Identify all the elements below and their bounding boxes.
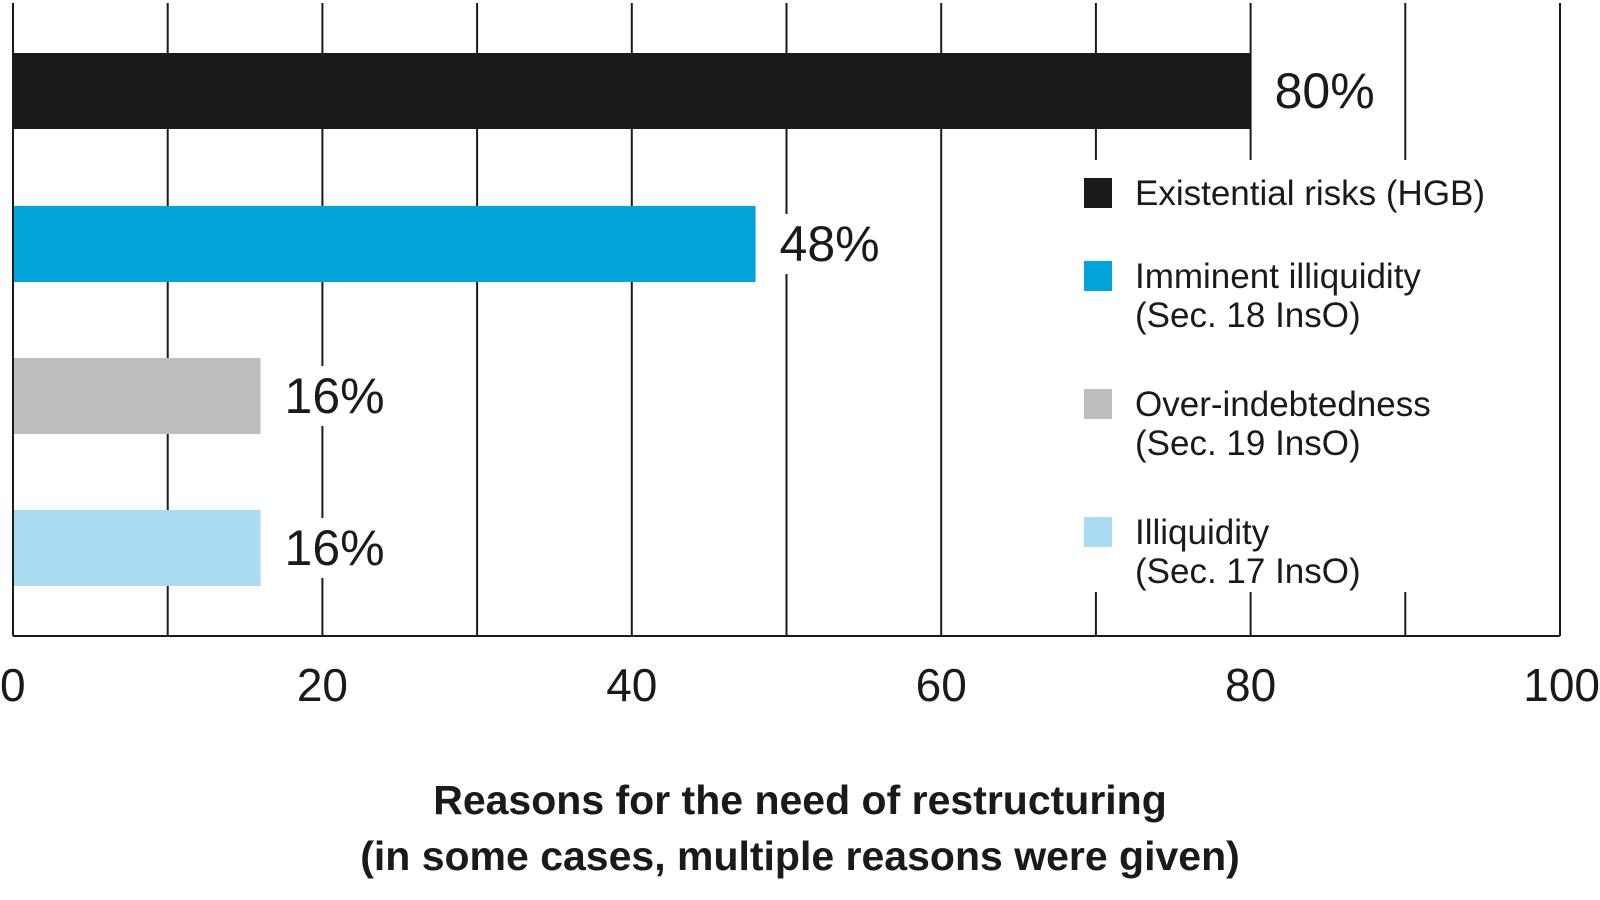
value-label-background [276,518,393,578]
legend-label: (Sec. 17 InsO) [1135,552,1361,591]
x-axis: 0 20 40 60 80 100 [0,3,1600,711]
bars [13,53,1251,586]
legend: Existential risks (HGB) Imminent illiquid… [1066,160,1550,592]
x-tick-label: 100 [1523,659,1600,711]
chart-title-line: (in some cases, multiple reasons were gi… [360,833,1240,879]
bar [13,53,1251,129]
legend-swatch [1084,261,1112,291]
legend-background [1066,160,1550,592]
legend-label: (Sec. 19 InsO) [1135,424,1361,463]
bar-value-label: 16% [285,368,385,424]
legend-label: Illiquidity [1135,513,1270,552]
legend-label: Imminent illiquidity [1135,257,1421,296]
chart-title-line: Reasons for the need of restructuring [433,777,1167,823]
legend-swatch [1084,517,1112,547]
legend-label: Over-indebtedness [1135,385,1431,424]
x-tick-label: 40 [606,659,657,711]
x-tick-label: 0 [0,659,26,711]
bar-value-labels: 80% 48% 16% 16% [276,61,1383,578]
bar-value-label: 16% [285,520,385,576]
value-label-background [1266,61,1383,121]
legend-swatch [1084,389,1112,419]
x-tick-label: 60 [916,659,967,711]
x-tick-label: 20 [297,659,348,711]
legend-label: (Sec. 18 InsO) [1135,296,1361,335]
value-label-background [771,214,888,274]
bar [13,510,261,586]
chart-title: Reasons for the need of restructuring (in… [360,777,1240,879]
legend-swatch [1084,178,1112,208]
value-label-background [276,366,393,426]
legend-label: Existential risks (HGB) [1135,174,1485,213]
bar-value-label: 80% [1275,63,1375,119]
x-tick-label: 80 [1225,659,1276,711]
bar [13,206,756,282]
bar-value-label: 48% [780,216,880,272]
bar [13,358,261,434]
